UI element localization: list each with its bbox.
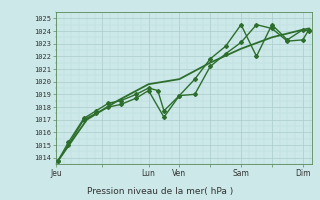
Text: Pression niveau de la mer( hPa ): Pression niveau de la mer( hPa ) — [87, 187, 233, 196]
